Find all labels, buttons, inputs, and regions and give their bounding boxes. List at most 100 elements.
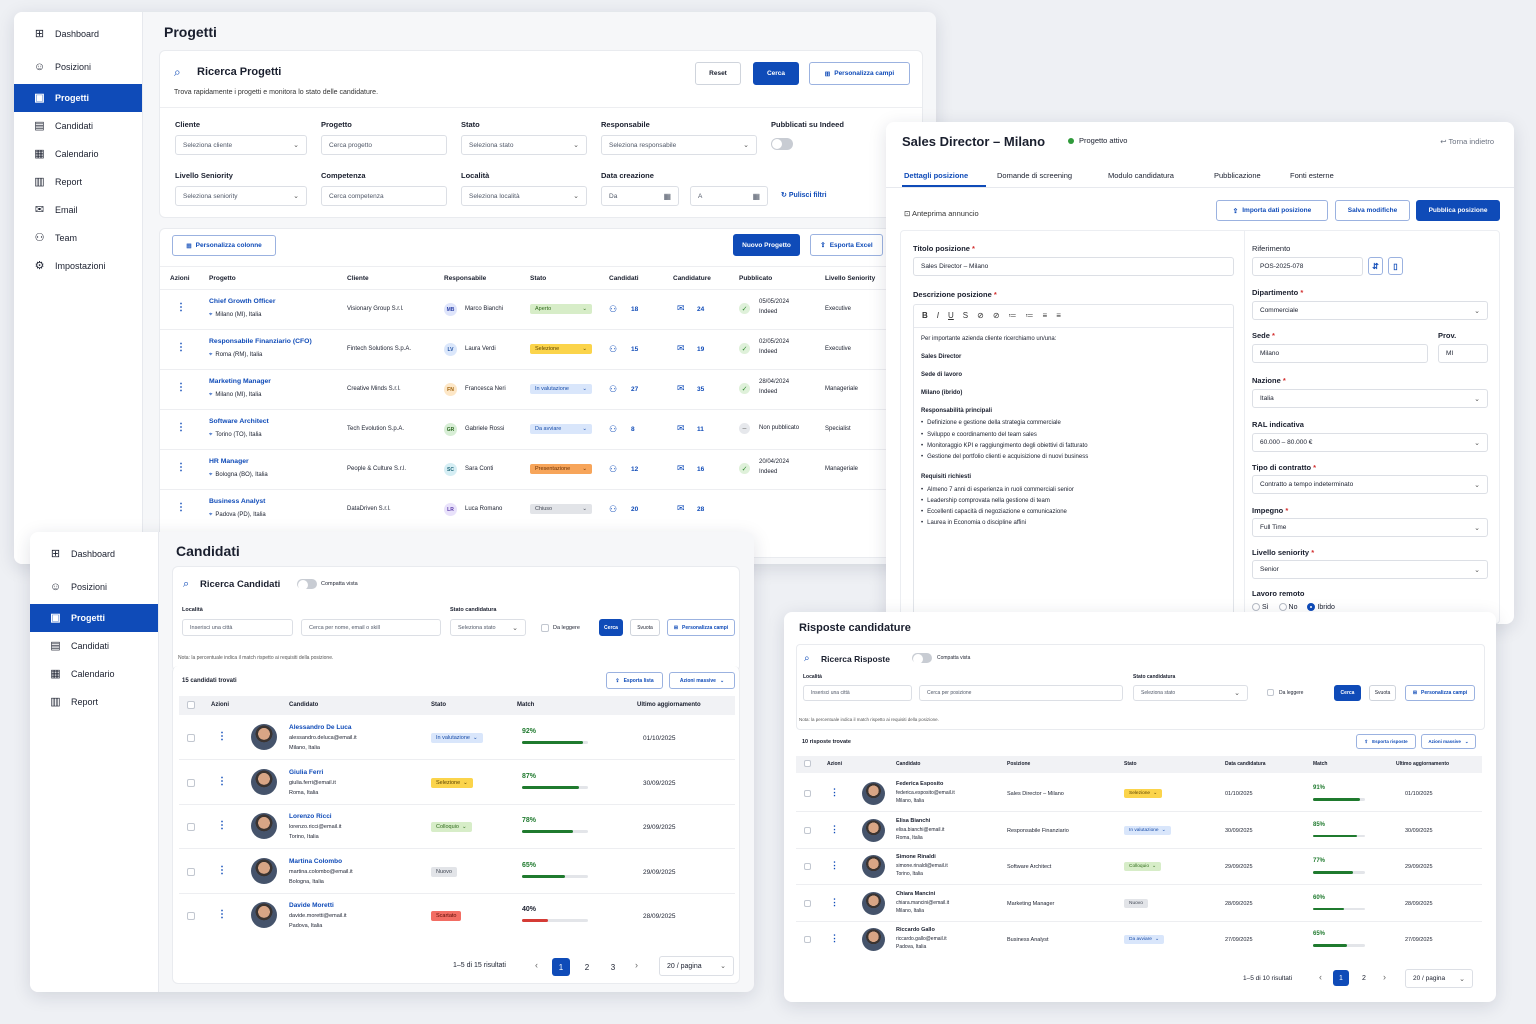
clear-button[interactable]: Svuota xyxy=(1369,685,1396,701)
contract-select[interactable]: Contratto a tempo indeterminato ⌄ xyxy=(1252,475,1488,494)
candidate-name-link[interactable]: Davide Moretti xyxy=(289,902,334,909)
row-actions-icon[interactable]: ⋮ xyxy=(830,787,839,797)
prov-input[interactable]: MI xyxy=(1438,344,1488,363)
status-badge[interactable]: Nuovo xyxy=(1124,898,1148,908)
sidebar-item-progetti[interactable]: ▣ Progetti xyxy=(30,604,158,632)
candidate-name-link[interactable]: Simone Rinaldi xyxy=(896,854,936,860)
location-select[interactable]: Seleziona località ⌄ xyxy=(461,186,587,206)
page-1-button[interactable]: 1 xyxy=(1333,970,1349,986)
status-select[interactable]: Seleziona stato ⌄ xyxy=(461,135,587,155)
status-badge[interactable]: Da avviare ⌄ xyxy=(530,424,592,434)
prev-page-icon[interactable]: ‹ xyxy=(1319,972,1322,982)
project-name-link[interactable]: Business Analyst xyxy=(209,498,266,505)
row-actions-icon[interactable]: ⋮ xyxy=(176,422,186,433)
project-name-link[interactable]: Chief Growth Officer xyxy=(209,298,276,305)
publish-button[interactable]: Pubblica posizione xyxy=(1416,200,1500,221)
list-icon[interactable]: ≔ xyxy=(1008,311,1017,320)
sidebar-item-posizioni[interactable]: ☺ Posizioni xyxy=(30,573,158,601)
row-checkbox[interactable] xyxy=(187,778,195,787)
compact-toggle[interactable] xyxy=(297,579,317,590)
row-actions-icon[interactable]: ⋮ xyxy=(176,342,186,353)
sidebar-item-calendario[interactable]: ▦ Calendario xyxy=(14,140,142,168)
row-checkbox[interactable] xyxy=(804,790,811,797)
commitment-select[interactable]: Full Time ⌄ xyxy=(1252,518,1488,537)
sidebar-item-email[interactable]: ✉ Email xyxy=(14,196,142,224)
reference-input[interactable]: POS-2025-078 xyxy=(1252,257,1363,276)
row-checkbox[interactable] xyxy=(804,936,811,943)
status-badge[interactable]: In valutazione ⌄ xyxy=(1124,825,1171,835)
tab-dettagli[interactable]: Dettagli posizione xyxy=(904,171,969,180)
page-size-select[interactable]: 20 / pagina ⌄ xyxy=(659,956,734,976)
sidebar-item-report[interactable]: ▥ Report xyxy=(30,688,158,716)
sidebar-item-posizioni[interactable]: ☺ Posizioni xyxy=(14,53,142,81)
bulk-actions-button[interactable]: Azioni massive ⌄ xyxy=(669,672,735,689)
candidate-name-link[interactable]: Riccardo Gallo xyxy=(896,927,935,933)
customize-columns-button[interactable]: ⊞ Personalizza colonne xyxy=(172,235,276,256)
remote-option-ibrido[interactable]: Ibrido xyxy=(1307,603,1335,611)
row-actions-icon[interactable]: ⋮ xyxy=(830,860,839,870)
row-checkbox[interactable] xyxy=(804,899,811,907)
status-badge[interactable]: Chiuso ⌄ xyxy=(530,504,592,514)
remote-option-no[interactable]: No xyxy=(1278,603,1297,611)
strike-icon[interactable]: S xyxy=(962,311,969,320)
ral-select[interactable]: 60.000 – 80.000 € ⌄ xyxy=(1252,433,1488,452)
status-badge[interactable]: Nuovo xyxy=(431,866,457,877)
applications-count[interactable]: 28 xyxy=(697,506,705,513)
page-3-button[interactable]: 3 xyxy=(610,962,616,972)
project-name-link[interactable]: HR Manager xyxy=(209,458,249,465)
indeed-toggle[interactable] xyxy=(771,138,793,150)
sidebar-item-candidati[interactable]: ▤ Candidati xyxy=(14,112,142,140)
sidebar-item-impostazioni[interactable]: ⚙ Impostazioni xyxy=(14,252,142,280)
candidates-count[interactable]: 18 xyxy=(631,306,639,313)
sidebar-item-calendario[interactable]: ▦ Calendario xyxy=(30,660,158,688)
project-name-link[interactable]: Responsabile Finanziario (CFO) xyxy=(209,338,312,345)
back-link[interactable]: ↩ Torna indietro xyxy=(1440,137,1494,146)
sidebar-item-report[interactable]: ▥ Report xyxy=(14,168,142,196)
status-select[interactable]: Seleziona stato ⌄ xyxy=(450,619,526,636)
row-actions-icon[interactable]: ⋮ xyxy=(217,864,227,876)
clear-filters-button[interactable]: ↻ Pulisci filtri xyxy=(781,191,827,199)
ordered-list-icon[interactable]: ≡ xyxy=(1042,311,1048,320)
page-2-button[interactable]: 2 xyxy=(1362,974,1366,982)
applications-count[interactable]: 24 xyxy=(697,306,705,313)
candidates-count[interactable]: 12 xyxy=(631,466,639,473)
italic-icon[interactable]: I xyxy=(936,311,940,320)
project-name-link[interactable]: Marketing Manager xyxy=(209,378,271,385)
applications-count[interactable]: 35 xyxy=(697,386,705,393)
candidate-name-link[interactable]: Martina Colombo xyxy=(289,857,343,865)
project-name-link[interactable]: Software Architect xyxy=(209,418,269,425)
date-to-input[interactable]: A ▦ xyxy=(690,186,768,206)
unread-checkbox[interactable] xyxy=(541,624,549,632)
clear-button[interactable]: Svuota xyxy=(630,619,660,636)
applications-count[interactable]: 19 xyxy=(697,346,705,353)
row-actions-icon[interactable]: ⋮ xyxy=(217,820,227,831)
candidates-count[interactable]: 8 xyxy=(631,426,635,433)
sidebar-item-dashboard[interactable]: ⊞ Dashboard xyxy=(14,20,142,48)
query-input[interactable]: Cerca per posizione xyxy=(919,685,1123,701)
export-list-button[interactable]: ⇪ Esporta lista xyxy=(606,672,663,689)
status-badge[interactable]: In valutazione ⌄ xyxy=(530,384,592,394)
row-actions-icon[interactable]: ⋮ xyxy=(830,823,839,834)
status-badge[interactable]: Colloquio ⌄ xyxy=(431,822,472,832)
page-1-button[interactable]: 1 xyxy=(552,958,570,976)
tab-screening[interactable]: Domande di screening xyxy=(997,171,1073,180)
status-badge[interactable]: Scartato xyxy=(431,911,462,921)
export-excel-button[interactable]: ⇪ Esporta Excel xyxy=(810,234,883,256)
seniority-select[interactable]: Seleziona seniority ⌄ xyxy=(175,186,307,206)
sidebar-item-progetti[interactable]: ▣ Progetti xyxy=(14,84,142,112)
status-badge[interactable]: Selezione ⌄ xyxy=(431,777,473,788)
description-editor[interactable]: B I U S ⊘ ⊘ ≔ ≔ ≡ ≡ Per importante azienda client… xyxy=(913,304,1234,616)
seniority-select[interactable]: Senior ⌄ xyxy=(1252,560,1488,579)
row-actions-icon[interactable]: ⋮ xyxy=(217,909,227,920)
date-from-input[interactable]: Da ▦ xyxy=(601,186,679,206)
row-actions-icon[interactable]: ⋮ xyxy=(830,933,839,943)
location-input[interactable]: Inserisci una città xyxy=(182,619,293,636)
list-icon[interactable]: ≔ xyxy=(1025,311,1034,320)
project-input[interactable]: Cerca progetto xyxy=(321,135,447,155)
department-select[interactable]: Commerciale ⌄ xyxy=(1252,301,1488,320)
row-checkbox[interactable] xyxy=(187,912,195,920)
select-all-checkbox[interactable] xyxy=(804,760,811,767)
candidate-name-link[interactable]: Elisa Bianchi xyxy=(896,817,931,824)
row-checkbox[interactable] xyxy=(187,734,195,742)
unlink-icon[interactable]: ⊘ xyxy=(992,311,1000,320)
